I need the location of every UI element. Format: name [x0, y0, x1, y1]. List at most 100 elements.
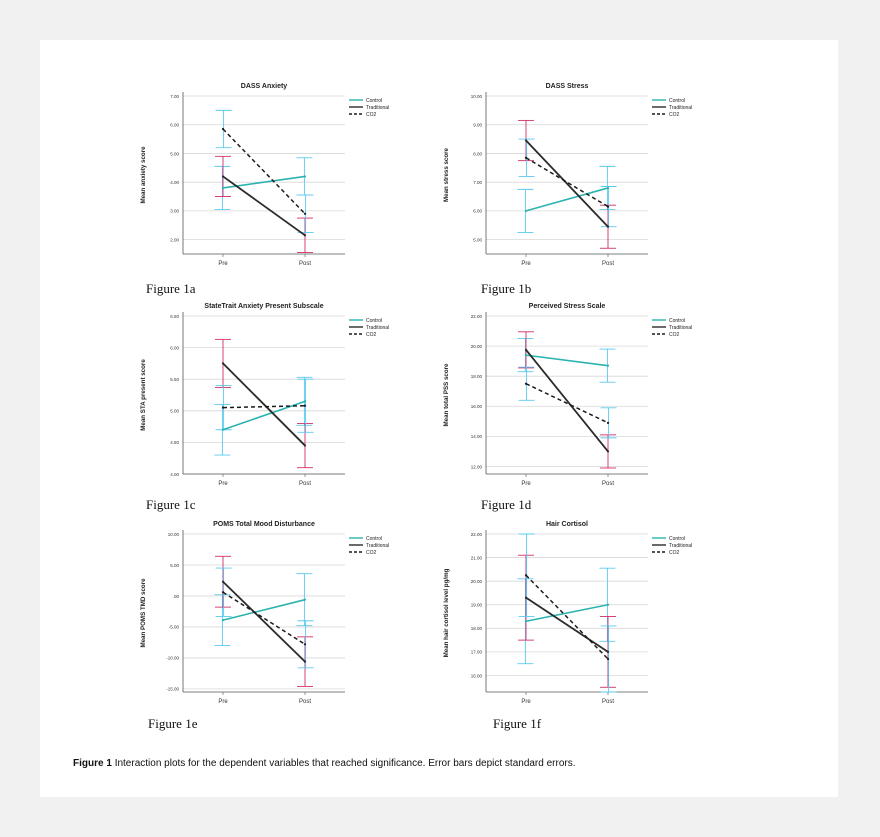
y-tick-label: 7.00 — [473, 180, 482, 185]
data-point-control — [303, 598, 307, 601]
data-point-traditional — [524, 139, 528, 142]
figure-label-1d: Figure 1d — [481, 497, 532, 512]
legend-label-control: Control — [366, 536, 382, 542]
y-tick-label: 6.00 — [170, 345, 179, 350]
x-tick-label: Post — [602, 699, 614, 705]
legend-label-co2: CO2 — [669, 112, 680, 118]
legend-label-traditional: Traditional — [366, 105, 389, 111]
y-axis-label: Mean STA present score — [140, 359, 147, 431]
caption-text: Interaction plots for the dependent vari… — [114, 758, 576, 769]
data-point-co2 — [221, 591, 225, 594]
series-line-co2 — [525, 574, 609, 660]
chart-panel-poms-tmd: POMS Total Mood Disturbance Mean POMS TMD… — [135, 516, 425, 716]
y-tick-label: 7.00 — [170, 94, 179, 99]
figure-caption: Figure 1 Interaction plots for the depen… — [73, 758, 576, 769]
data-point-co2 — [303, 404, 307, 407]
chart-svg: POMS Total Mood Disturbance Mean POMS TMD… — [140, 521, 389, 705]
y-tick-label: 20.00 — [471, 579, 483, 584]
data-point-control — [524, 209, 528, 213]
data-point-co2 — [221, 127, 225, 131]
y-tick-label: 5.00 — [473, 237, 482, 242]
chart-panel-state-trait-anxiety: StateTrait Anxiety Present Subscale Mean … — [135, 298, 425, 498]
y-tick-label: 22.00 — [471, 532, 483, 537]
x-tick-label: Post — [299, 699, 311, 705]
data-point-co2 — [606, 657, 610, 661]
data-point-control — [524, 620, 528, 623]
y-axis-label: Mean hair cortisol level pg/mg — [443, 568, 450, 657]
y-tick-label: 6.50 — [170, 314, 179, 319]
data-point-control — [303, 175, 307, 178]
series-line-traditional — [222, 175, 306, 237]
y-tick-label: 6.00 — [170, 123, 179, 128]
y-tick-label: 19.00 — [471, 603, 483, 608]
chart-panel-dass-stress: DASS Stress Mean stress score 10.00 9.00 8.0… — [438, 78, 728, 278]
legend-label-co2: CO2 — [366, 550, 377, 556]
legend-label-traditional: Traditional — [669, 325, 692, 331]
data-point-traditional — [524, 596, 528, 599]
x-tick-label: Pre — [218, 261, 228, 267]
y-tick-label: 5.00 — [170, 151, 179, 156]
x-tick-label: Post — [299, 481, 311, 487]
legend-label-co2: CO2 — [669, 332, 680, 338]
x-tick-label: Post — [602, 481, 614, 487]
data-point-control — [303, 400, 307, 403]
y-tick-label: 14.00 — [471, 434, 483, 439]
chart-title: StateTrait Anxiety Present Subscale — [204, 303, 323, 310]
data-point-traditional — [606, 450, 610, 453]
series-line-co2 — [222, 591, 306, 645]
data-point-traditional — [606, 650, 610, 654]
y-tick-label: 9.00 — [473, 123, 482, 128]
data-point-control — [221, 619, 225, 622]
y-tick-label: 22.00 — [471, 314, 483, 319]
y-tick-label: 18.00 — [471, 626, 483, 631]
data-point-control — [524, 354, 528, 357]
series-line-traditional — [525, 349, 609, 452]
y-tick-label: 6.00 — [473, 209, 482, 214]
y-tick-label: 2.00 — [170, 237, 179, 242]
series-line-control — [525, 354, 609, 367]
y-tick-label: 17.00 — [471, 650, 483, 655]
data-point-co2 — [303, 643, 307, 646]
chart-title: Hair Cortisol — [546, 521, 588, 528]
data-point-traditional — [303, 234, 307, 237]
series-line-control — [525, 603, 609, 623]
chart-panel-hair-cortisol: Hair Cortisol Mean hair cortisol level pg… — [438, 516, 728, 716]
x-tick-label: Pre — [521, 261, 531, 267]
legend-label-co2: CO2 — [366, 332, 377, 338]
legend-label-co2: CO2 — [366, 112, 377, 118]
data-point-traditional — [606, 225, 610, 228]
y-axis-label: Mean anxiety score — [140, 146, 147, 204]
legend-label-control: Control — [669, 536, 685, 542]
y-tick-label: 12.00 — [471, 464, 483, 469]
data-point-traditional — [303, 660, 307, 663]
y-tick-label: 5.00 — [170, 563, 179, 568]
figure-card: DASS Anxiety Mean anxiety score 7.00 6.00 5.… — [40, 40, 838, 797]
data-point-control — [221, 186, 225, 190]
y-axis-label: Mean total PSS score — [443, 363, 450, 426]
y-tick-label: 18.00 — [471, 374, 483, 379]
series-line-traditional — [222, 362, 306, 447]
y-tick-label: 4.00 — [170, 472, 179, 477]
legend-label-traditional: Traditional — [669, 105, 692, 111]
chart-title: POMS Total Mood Disturbance — [213, 521, 315, 528]
series-line-control — [525, 187, 609, 212]
y-axis-label: Mean stress score — [443, 147, 450, 202]
y-tick-label: 20.00 — [471, 344, 483, 349]
y-tick-label: 16.00 — [471, 673, 483, 678]
y-tick-label: -10.00 — [166, 656, 179, 661]
y-tick-label: 5.00 — [170, 409, 179, 414]
chart-svg: Hair Cortisol Mean hair cortisol level pg… — [443, 521, 692, 705]
series-line-control — [222, 400, 306, 431]
data-point-control — [221, 428, 225, 431]
figure-label-1b: Figure 1b — [481, 281, 532, 296]
x-tick-label: Pre — [218, 699, 228, 705]
data-point-control — [606, 603, 610, 606]
chart-svg: DASS Stress Mean stress score 10.00 9.00 8.0… — [443, 83, 692, 267]
figure-label-1e: Figure 1e — [148, 716, 198, 731]
data-point-co2 — [524, 382, 528, 385]
x-tick-label: Pre — [521, 481, 531, 487]
figure-label-1c: Figure 1c — [146, 497, 196, 512]
chart-panel-perceived-stress: Perceived Stress Scale Mean total PSS sco… — [438, 298, 728, 498]
y-tick-label: -5.00 — [169, 625, 180, 630]
x-tick-label: Pre — [521, 699, 531, 705]
